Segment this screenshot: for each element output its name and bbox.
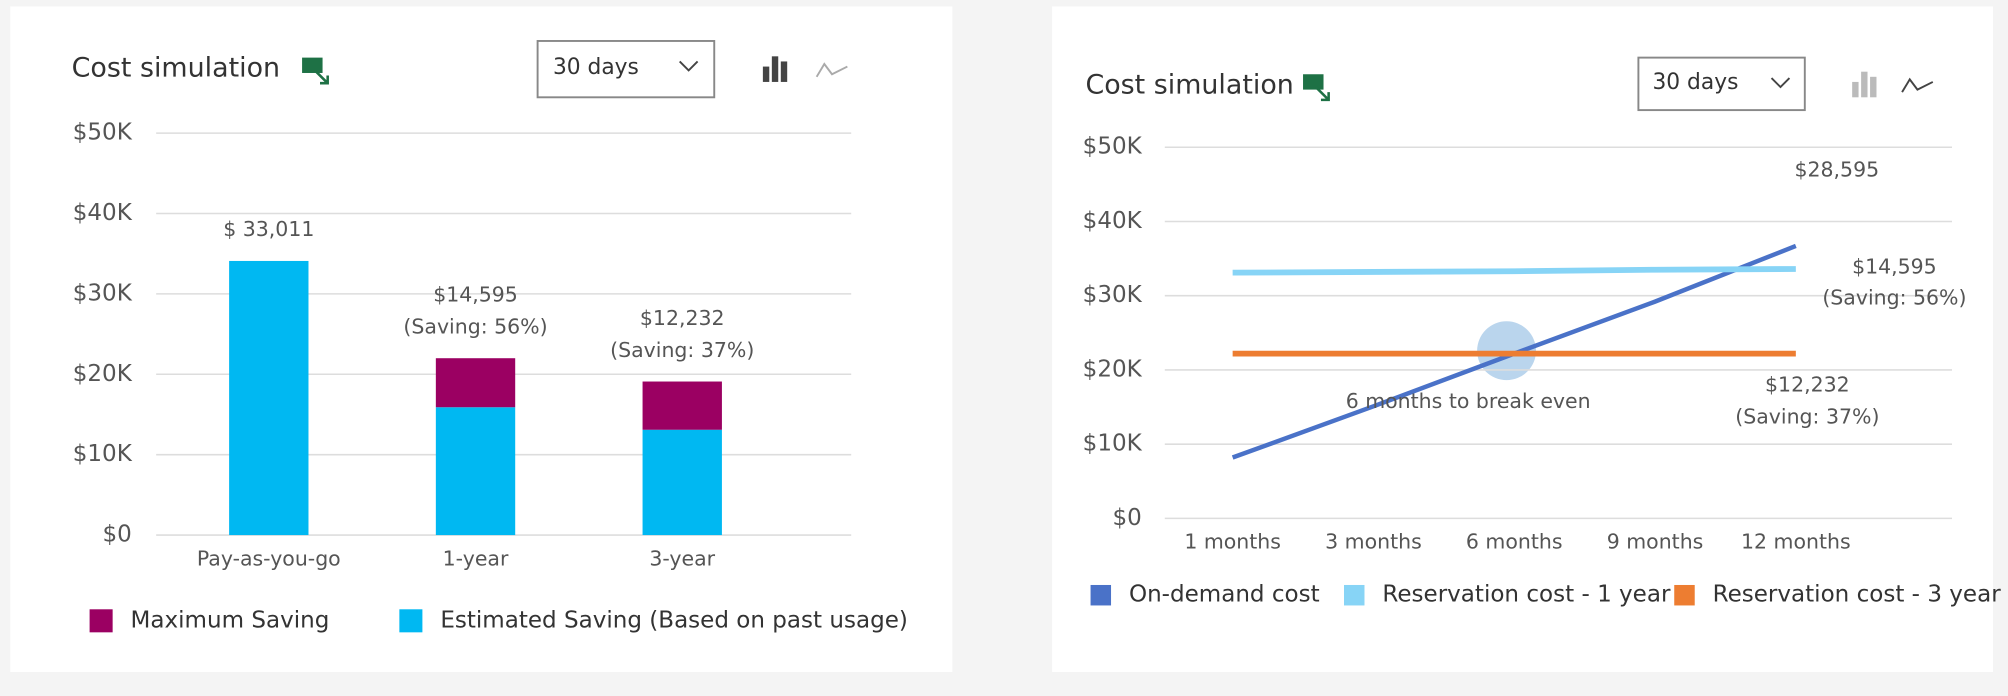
legend-swatch [1674, 584, 1695, 606]
x-tick-label: Pay-as-you-go [197, 546, 341, 570]
bar-label: $ 33,011 [223, 217, 314, 241]
y-tick-label: $20K [73, 361, 133, 387]
annotation: $28,595 [1794, 157, 1879, 181]
legend-swatch [399, 609, 423, 633]
legend-label: Reservation cost - 1 year [1382, 582, 1671, 608]
annotation: $12,232 [1765, 372, 1850, 396]
x-tick-label: 6 months [1466, 530, 1563, 554]
chart-title: Cost simulation [1085, 69, 1293, 100]
dropdown-label: 30 days [1652, 70, 1738, 95]
bar-label: $12,232 [640, 306, 725, 330]
bar-label: (Saving: 56%) [403, 314, 547, 338]
y-tick-label: $10K [1083, 431, 1143, 457]
legend-swatch [1090, 584, 1112, 606]
bar-segment [642, 429, 722, 536]
y-tick-label: $0 [103, 522, 132, 548]
bar-segment [435, 407, 516, 536]
excel-icon[interactable] [1303, 74, 1330, 102]
annotation: (Saving: 37%) [1735, 404, 1879, 428]
period-dropdown[interactable]: 30 days [536, 40, 716, 99]
y-tick-label: $20K [1083, 356, 1143, 382]
y-tick-label: $50K [1083, 134, 1143, 160]
annotation: (Saving: 56%) [1822, 285, 1966, 309]
period-dropdown[interactable]: 30 days [1637, 56, 1806, 112]
y-tick-label: $50K [73, 120, 133, 146]
bar-view-button[interactable] [762, 56, 788, 82]
y-tick-label: $40K [1083, 208, 1143, 234]
y-tick-label: $40K [73, 200, 133, 226]
line [1232, 266, 1796, 276]
line-view-button[interactable] [815, 62, 848, 78]
x-tick-label: 9 months [1607, 530, 1704, 554]
card [10, 6, 953, 673]
bar-label: $14,595 [433, 282, 518, 306]
legend-label: Estimated Saving (Based on past usage) [440, 607, 908, 633]
bar-view-button[interactable] [1852, 71, 1877, 98]
x-tick-label: 12 months [1741, 530, 1851, 554]
x-tick-label: 1-year [443, 546, 509, 570]
bar-segment [229, 260, 309, 536]
legend-label: Maximum Saving [131, 607, 330, 633]
y-tick-label: $0 [1112, 505, 1141, 531]
legend-label: Reservation cost - 3 year [1713, 582, 2002, 608]
x-tick-label: 3-year [649, 546, 715, 570]
bar-segment [435, 358, 516, 408]
y-tick-label: $10K [73, 441, 133, 467]
legend-label: On-demand cost [1129, 582, 1320, 608]
x-tick-label: 1 months [1184, 530, 1281, 554]
x-tick-label: 3 months [1325, 530, 1422, 554]
legend-swatch [89, 609, 113, 633]
y-tick-label: $30K [73, 280, 133, 306]
y-tick-label: $30K [1083, 282, 1143, 308]
dropdown-label: 30 days [553, 55, 639, 80]
annotation: 6 months to break even [1346, 389, 1591, 413]
bar-label: (Saving: 37%) [610, 338, 754, 362]
line-view-button[interactable] [1901, 77, 1934, 93]
chart-title: Cost simulation [72, 53, 280, 84]
excel-icon[interactable] [302, 57, 329, 85]
annotation: $14,595 [1852, 255, 1937, 279]
bar-segment [642, 381, 722, 430]
legend-swatch [1344, 584, 1365, 606]
